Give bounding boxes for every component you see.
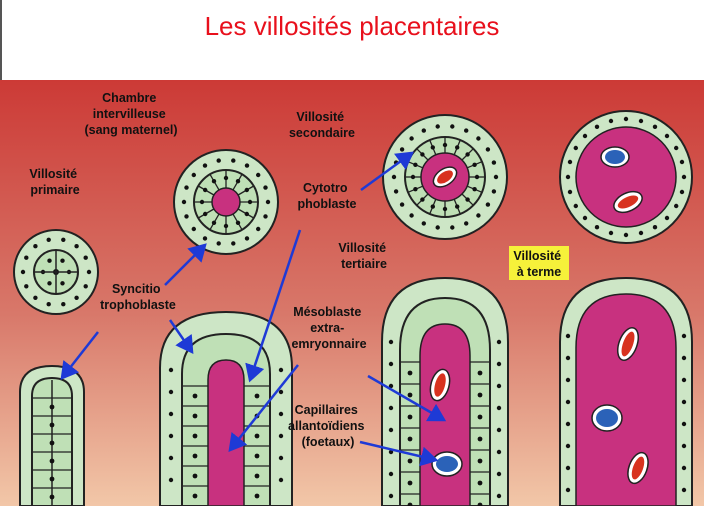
capillaires-label: Capillaires allantoïdiens (foetaux) [288,403,368,449]
pointer-arrows [60,151,447,467]
mesoblaste-label: Mésoblaste extra- emryonnaire [291,305,366,351]
primaire-label: Villosité primaire [29,167,80,197]
tertiaire-label: Villosité tertiaire [338,241,389,271]
villosite-terme-longitudinal [559,276,693,506]
villosite-primaire-longitudinal [19,364,85,506]
villosite-tertiaire-section [382,114,508,240]
slide-title: Les villosités placentaires [204,11,500,41]
labels: Chambre intervilleuse (sang maternel) Vi… [29,91,569,449]
syncitio-label: Syncitio trophoblaste [100,282,176,312]
terme-label-highlight [509,246,569,280]
secondaire-label: Villosité secondaire [289,110,355,140]
villosite-tertiaire-longitudinal [381,276,509,506]
cytotro-label: Cytotro phoblaste [297,181,356,211]
slide-frame-line [0,0,2,80]
villosite-secondaire-longitudinal [159,310,293,506]
villosite-secondaire-section [173,149,279,255]
villosites-diagram: Chambre intervilleuse (sang maternel) Vi… [0,80,704,506]
terme-label: Villosité à terme [513,249,564,279]
villosite-terme-section [559,110,693,244]
chambre-label: Chambre intervilleuse (sang maternel) [84,91,177,137]
villosite-primaire-section [13,229,99,315]
